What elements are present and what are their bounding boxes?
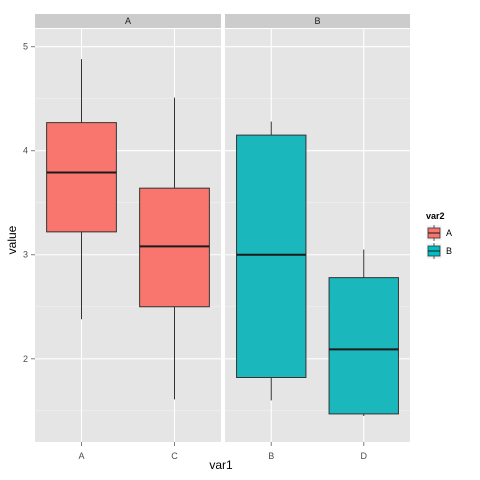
box-iqr <box>46 122 117 233</box>
box-iqr <box>139 187 210 308</box>
y-tick-label: 5 <box>23 42 28 52</box>
facet-strip <box>35 14 221 28</box>
facet-strip <box>225 14 410 28</box>
box-iqr <box>328 277 399 415</box>
legend-item-a: A <box>425 224 452 242</box>
y-tick-label: 3 <box>23 250 28 260</box>
box-d <box>328 249 399 416</box>
panel-b: B <box>225 14 410 442</box>
legend-label: B <box>446 246 452 256</box>
box-b <box>236 121 307 401</box>
y-tick-label: 4 <box>23 146 28 156</box>
legend-item-b: B <box>425 242 452 260</box>
y-tick-label: 2 <box>23 354 28 364</box>
panel-a: A <box>35 14 221 442</box>
legend: var2 AB <box>425 211 452 260</box>
x-tick-label: B <box>268 451 274 461</box>
box-iqr <box>236 134 307 379</box>
legend-title: var2 <box>426 211 445 221</box>
y-axis-title: value <box>5 225 19 254</box>
y-axis: 2 3 4 5 <box>23 42 35 364</box>
box-a <box>46 59 117 320</box>
facet-strip-label: B <box>314 16 320 26</box>
x-tick-label: D <box>361 451 368 461</box>
legend-label: A <box>446 228 452 238</box>
x-tick-label: C <box>171 451 178 461</box>
x-axis-title: var1 <box>209 458 233 472</box>
box-c <box>139 97 210 400</box>
facet-strip-label: A <box>125 16 131 26</box>
x-tick-label: A <box>78 451 84 461</box>
